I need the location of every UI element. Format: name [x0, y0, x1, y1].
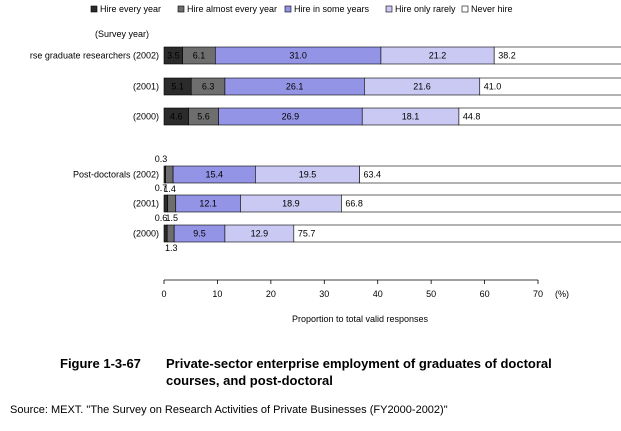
legend-label: Hire in some years	[294, 4, 370, 14]
category-label: Post-doctorals (2002)	[73, 170, 159, 180]
x-unit-label: (%)	[555, 289, 569, 299]
source-note: Source: MEXT. "The Survey on Research Ac…	[10, 404, 448, 416]
legend-swatch	[284, 5, 292, 13]
x-tick-label: 50	[426, 289, 436, 299]
figure-title-line-1: Private-sector enterprise employment of …	[166, 356, 552, 371]
data-label: 6.3	[202, 82, 215, 92]
stacked-bar-chart: Hire every year Hire almost every year Hir…	[30, 4, 621, 324]
data-label: 0.7	[155, 183, 168, 193]
bar-segment	[479, 77, 621, 96]
category-label: (2000)	[133, 112, 159, 122]
bar-segment	[163, 194, 169, 213]
data-label: 0.6	[155, 213, 168, 223]
x-tick-label: 40	[373, 289, 383, 299]
category-label: (2000)	[133, 229, 159, 239]
data-label: 18.1	[402, 112, 420, 122]
data-label: 15.4	[205, 170, 223, 180]
legend-label: Hire only rarely	[395, 4, 456, 14]
bar-segment	[493, 46, 621, 65]
data-label: 38.2	[498, 51, 516, 61]
bar-segment	[293, 224, 621, 243]
data-label: 5.6	[197, 112, 210, 122]
legend-label: Never hire	[471, 4, 513, 14]
figure-number: Figure 1-3-67	[60, 356, 141, 371]
data-label: 6.1	[193, 51, 206, 61]
bar-segment	[165, 165, 174, 184]
data-label: 26.1	[286, 82, 304, 92]
data-label: 9.5	[193, 229, 206, 239]
x-axis-title: Proportion to total valid responses	[292, 314, 429, 324]
category-label: rse graduate researchers (2002)	[30, 51, 159, 61]
bar-segment	[458, 107, 621, 126]
data-label: 4.6	[170, 112, 183, 122]
bar-segment	[166, 224, 175, 243]
data-label: 12.1	[199, 199, 217, 209]
data-label: 1.5	[165, 213, 178, 223]
data-label: 41.0	[484, 82, 502, 92]
data-label: 44.8	[463, 112, 481, 122]
x-tick-label: 0	[161, 289, 166, 299]
bar-segment	[167, 194, 177, 213]
x-tick-label: 60	[480, 289, 490, 299]
data-label: 63.4	[364, 170, 382, 180]
data-label: 1.4	[163, 184, 176, 194]
legend-label: Hire every year	[100, 4, 161, 14]
data-label: 19.5	[299, 170, 317, 180]
legend-swatch	[385, 5, 393, 13]
data-label: 66.8	[345, 199, 363, 209]
x-tick-label: 20	[266, 289, 276, 299]
data-label: 12.9	[251, 229, 269, 239]
legend-swatch	[461, 5, 469, 13]
survey-year-label: (Survey year)	[95, 29, 149, 39]
legend-swatch	[177, 5, 185, 13]
x-tick-label: 30	[319, 289, 329, 299]
x-tick-label: 10	[212, 289, 222, 299]
bar-segment	[341, 194, 621, 213]
bar-segment	[359, 165, 621, 184]
data-label: 21.6	[413, 82, 431, 92]
data-label: 18.9	[282, 199, 300, 209]
category-label: (2001)	[133, 82, 159, 92]
legend-label: Hire almost every year	[187, 4, 277, 14]
data-label: 3.5	[167, 51, 180, 61]
data-label: 75.7	[298, 229, 316, 239]
data-label: 1.3	[165, 243, 178, 253]
category-label: (2001)	[133, 199, 159, 209]
bar-segment	[163, 224, 168, 243]
data-label: 0.3	[155, 154, 168, 164]
data-label: 21.2	[429, 51, 447, 61]
data-label: 26.9	[282, 112, 300, 122]
x-tick-label: 70	[533, 289, 543, 299]
data-label: 5.1	[171, 82, 184, 92]
legend-swatch	[90, 5, 98, 13]
data-label: 31.0	[289, 51, 307, 61]
figure-title-line-2: courses, and post-doctoral	[166, 373, 333, 388]
